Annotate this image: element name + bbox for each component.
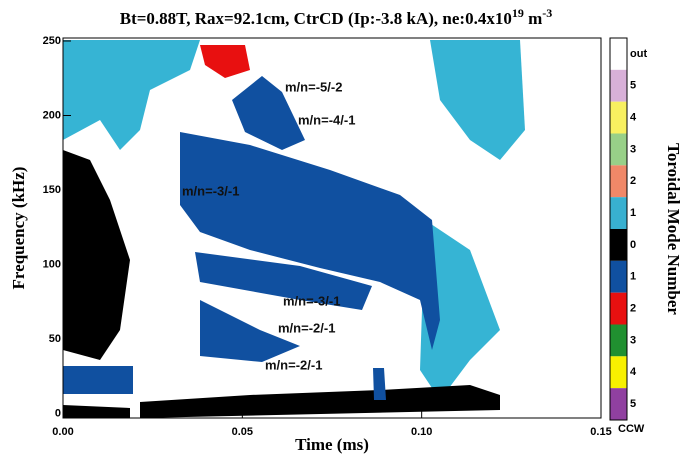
colorbar-label: 2 [630, 175, 636, 187]
title-exponent: 19 [512, 6, 524, 20]
y-tick-label: 50 [49, 333, 61, 345]
colorbar-cell [610, 388, 627, 420]
y-tick-label: 150 [43, 184, 61, 196]
colorbar-frame [609, 37, 628, 421]
colorbar-label: 0 [630, 239, 636, 251]
colorbar-label: out [630, 48, 647, 60]
title-text: Bt=0.88T, Rax=92.1cm, CtrCD (Ip:-3.8 kA)… [120, 9, 512, 28]
spectrogram-region [373, 368, 386, 400]
colorbar-cell [610, 292, 627, 325]
y-axis-label: Frequency (kHz) [9, 167, 28, 290]
colorbar-cell [610, 38, 627, 70]
x-tick-label: 0.00 [52, 426, 73, 438]
annotation: m/n=-5/-2 [285, 79, 342, 94]
colorbar-title: Toroidal Mode Number [664, 143, 683, 315]
chart-title: Bt=0.88T, Rax=92.1cm, CtrCD (Ip:-3.8 kA)… [120, 6, 553, 28]
colorbar-cell [610, 197, 627, 229]
spectrogram-region [63, 405, 130, 418]
spectrogram-region [200, 45, 250, 78]
colorbar-label: 5 [630, 398, 636, 410]
spectrogram-region [63, 366, 133, 394]
spectrogram-region [232, 76, 305, 150]
title-unit-exponent: -3 [542, 6, 552, 20]
colorbar-cell [610, 165, 627, 198]
spectrogram-region [200, 300, 300, 362]
y-tick-label: 0 [55, 407, 61, 419]
x-tick-label: 0.15 [590, 426, 611, 438]
spectrogram-region [63, 40, 200, 150]
plot-frame [62, 37, 602, 419]
spectrogram-region [420, 220, 500, 400]
colorbar-cell [610, 101, 627, 134]
annotation: m/n=-3/-1 [182, 183, 239, 198]
title-unit: m [524, 9, 542, 28]
y-tick-label: 250 [43, 35, 61, 47]
colorbar-cell [610, 356, 627, 389]
spectrogram-region [140, 385, 500, 418]
y-tick-label: 100 [43, 258, 61, 270]
colorbar-cell [610, 260, 627, 293]
annotation: m/n=-2/-1 [278, 320, 335, 335]
colorbar-cell [610, 229, 627, 261]
colorbar-label: 4 [630, 366, 637, 378]
spectrogram-region [180, 132, 440, 350]
y-tick-label: 200 [43, 109, 61, 121]
x-axis-label: Time (ms) [295, 435, 369, 454]
colorbar-label: 1 [630, 207, 636, 219]
spectrogram-region [195, 252, 372, 310]
colorbar-cell [610, 133, 627, 166]
spectrogram-region [430, 40, 525, 160]
annotation: m/n=-4/-1 [298, 112, 355, 127]
colorbar-label: 3 [630, 143, 636, 155]
colorbar: out 5 4 3 2 1 0 1 2 3 4 5 CCW [609, 37, 647, 435]
x-tick-label: 0.05 [232, 426, 253, 438]
colorbar-cell [610, 69, 627, 102]
x-tick-label: 0.10 [411, 426, 432, 438]
axes: 0.00 0.05 0.10 0.15 0 50 100 150 200 250 m/n=-5/-2… [43, 35, 612, 438]
colorbar-label: 2 [630, 302, 636, 314]
colorbar-label: 5 [630, 80, 636, 92]
colorbar-label: 1 [630, 271, 636, 283]
annotation: m/n=-2/-1 [265, 357, 322, 372]
spectrogram-region [63, 150, 130, 360]
colorbar-label: 4 [630, 111, 637, 123]
spectrogram [63, 40, 525, 418]
colorbar-bottom-label: CCW [618, 423, 645, 435]
colorbar-label: 3 [630, 334, 636, 346]
colorbar-cell [610, 324, 627, 357]
annotation: m/n=-3/-1 [283, 293, 340, 308]
